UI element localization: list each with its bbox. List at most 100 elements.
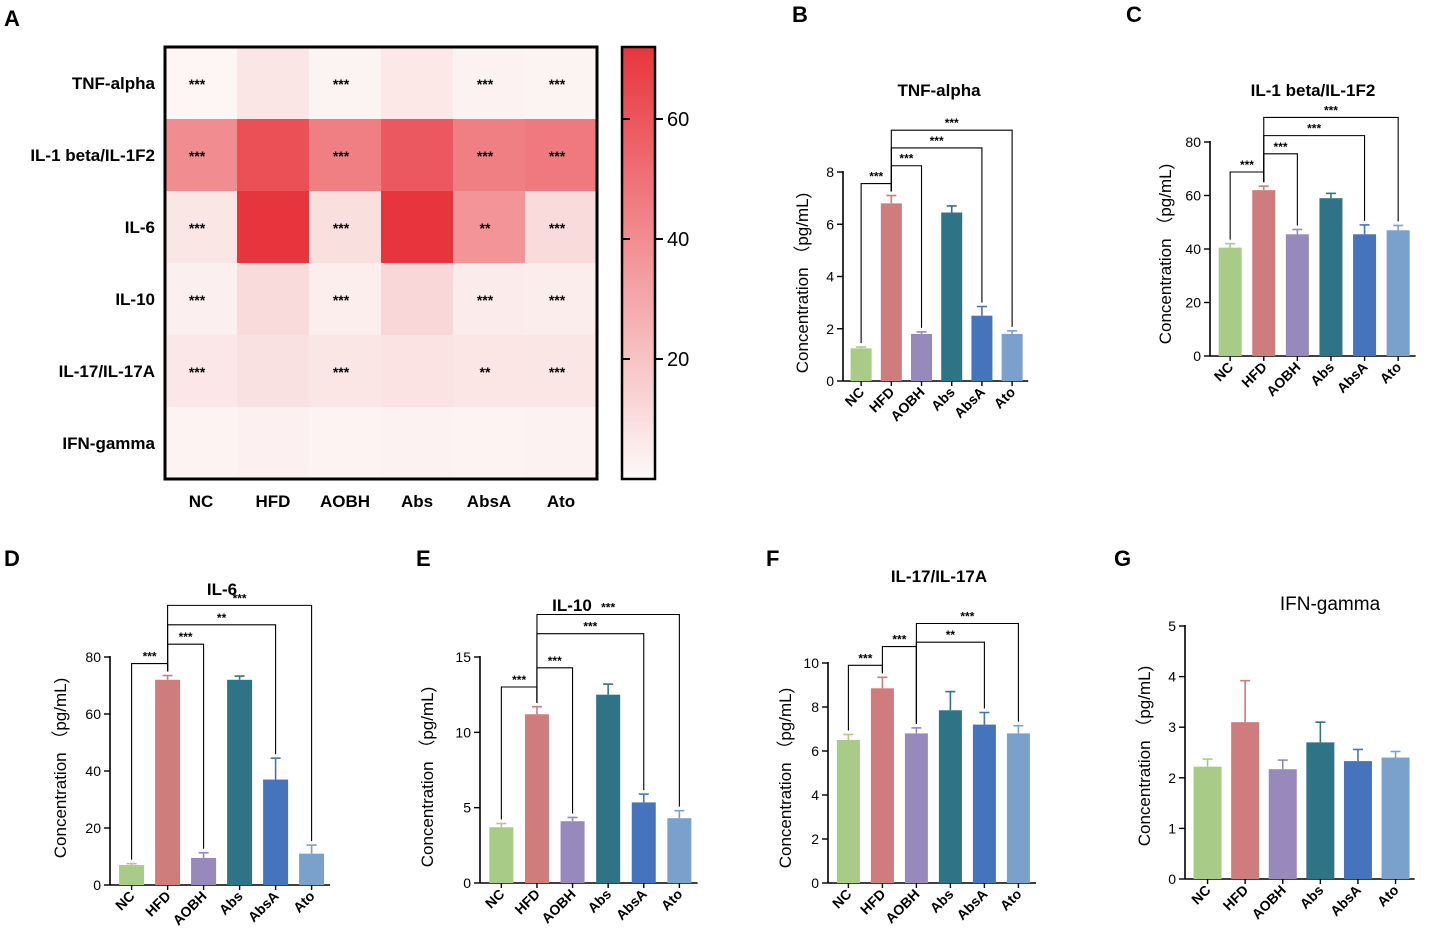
- significance-label: ***: [477, 148, 494, 164]
- significance-bracket: [1263, 116, 1399, 222]
- y-tick-label: 6: [811, 743, 819, 759]
- heatmap-cell-il-6-nc: [165, 191, 238, 264]
- heatmap-cell-il-17-il-17a-absa: [453, 335, 526, 408]
- bar-ato: [1006, 733, 1030, 883]
- significance-label: ***: [333, 292, 350, 308]
- heatmap-cell-il-10-absa: [453, 263, 526, 336]
- chart-title: IL-6: [207, 580, 237, 599]
- bar-hfd: [1252, 190, 1276, 356]
- y-tick-label: 0: [1168, 871, 1176, 887]
- y-axis-label: Concentration （pg/mL): [1135, 666, 1154, 846]
- y-tick-label: 4: [826, 269, 834, 285]
- heatmap-cell-il-6-absa: [453, 191, 526, 264]
- row-label-tnf-alpha: TNF-alpha: [72, 74, 156, 93]
- category-label-aobh: AOBH: [1263, 359, 1303, 399]
- heatmap-cell-il-10-ato: [525, 263, 598, 336]
- significance-bracket: [890, 129, 1013, 327]
- significance-label: ***: [930, 134, 944, 148]
- heatmap-cell-il-1-beta-il-1f2-ato: [525, 119, 598, 192]
- bar-aobh: [911, 333, 933, 381]
- category-label-absa: AbsA: [953, 886, 990, 923]
- heatmap-cell-il-10-aobh: [309, 263, 382, 336]
- significance-label: ***: [601, 600, 615, 614]
- column-label-nc: NC: [189, 492, 214, 511]
- colorbar-tick-label: 40: [667, 229, 689, 251]
- category-label-nc: NC: [829, 886, 855, 912]
- category-label-ato: Ato: [990, 384, 1018, 412]
- heatmap-cell-tnf-alpha-ato: [525, 47, 598, 120]
- row-label-il-10: IL-10: [115, 290, 155, 309]
- significance-bracket: [536, 613, 680, 807]
- category-label-absa: AbsA: [1334, 359, 1371, 396]
- y-tick-label: 40: [1185, 241, 1201, 257]
- heatmap-cell-tnf-alpha-aobh: [309, 47, 382, 120]
- heatmap-cell-il-1-beta-il-1f2-absa: [453, 119, 526, 192]
- y-tick-label: 4: [811, 787, 819, 803]
- category-label-absa: AbsA: [613, 886, 650, 923]
- row-label-ifn-gamma: IFN-gamma: [62, 434, 155, 453]
- heatmap-cell-ifn-gamma-nc: [165, 407, 238, 480]
- significance-label: ***: [1240, 158, 1254, 172]
- category-label-nc: NC: [842, 384, 868, 410]
- heatmap-cell-ifn-gamma-abs: [381, 407, 454, 480]
- significance-label: ***: [1324, 103, 1338, 117]
- heatmap-cell-il-10-hfd: [237, 263, 310, 336]
- heatmap-cell-il-17-il-17a-hfd: [237, 335, 310, 408]
- column-label-absa: AbsA: [467, 492, 511, 511]
- significance-label: ***: [333, 220, 350, 236]
- colorbar-tick-label: 20: [667, 349, 689, 371]
- y-tick-label: 4: [1168, 669, 1176, 685]
- heatmap-frame: [163, 45, 599, 481]
- panel-label: A: [4, 6, 20, 31]
- significance-label: ***: [333, 364, 350, 380]
- significance-bracket: [167, 604, 313, 842]
- y-tick-label: 5: [1168, 618, 1176, 634]
- heatmap-cell-il-17-il-17a-ato: [525, 335, 598, 408]
- bar-nc: [850, 348, 872, 381]
- colorbar-tick-label: 60: [667, 109, 689, 131]
- panel-a-heatmap: A*** *** *** ****** *** *** ****** *** ** ****** *…: [4, 6, 689, 511]
- heatmap-cell-il-1-beta-il-1f2-hfd: [237, 119, 310, 192]
- panel-label: B: [792, 2, 808, 27]
- bar-hfd: [1231, 722, 1260, 879]
- chart-title: TNF-alpha: [897, 81, 981, 100]
- panel-f-il17-bar-chart: F IL-17/IL-17A 0 2 4 6 8 10 Concentration （pg/mL…: [766, 546, 1036, 926]
- category-label-abs: Abs: [216, 888, 246, 918]
- significance-label: ***: [333, 76, 350, 92]
- significance-label: ***: [189, 76, 206, 92]
- significance-label: ***: [549, 292, 566, 308]
- bar-aobh: [904, 733, 928, 883]
- bar-nc: [1218, 247, 1242, 356]
- heatmap-cell-il-1-beta-il-1f2-nc: [165, 119, 238, 192]
- significance-label: ***: [1274, 140, 1288, 154]
- column-label-abs: Abs: [401, 492, 433, 511]
- y-tick-label: 80: [1185, 134, 1201, 150]
- significance-label: ***: [945, 116, 959, 130]
- heatmap-cell-il-17-il-17a-aobh: [309, 335, 382, 408]
- column-label-hfd: HFD: [256, 492, 291, 511]
- heatmap-cell-tnf-alpha-abs: [381, 47, 454, 120]
- category-label-aobh: AOBH: [887, 384, 927, 424]
- panel-label: G: [1114, 546, 1131, 571]
- significance-label: ***: [899, 152, 913, 166]
- heatmap-cell-il-1-beta-il-1f2-aobh: [309, 119, 382, 192]
- bar-absa: [631, 802, 656, 883]
- bar-nc: [489, 827, 514, 883]
- y-tick-label: 3: [1168, 719, 1176, 735]
- significance-label: ***: [549, 148, 566, 164]
- y-axis-label: Concentration （pg/mL): [793, 193, 812, 373]
- y-tick-label: 15: [455, 649, 471, 665]
- bar-ato: [1386, 230, 1410, 356]
- bar-hfd: [524, 714, 549, 883]
- row-label-il-17-il-17a: IL-17/IL-17A: [59, 362, 155, 381]
- y-tick-label: 8: [811, 699, 819, 715]
- colorbar: [620, 45, 657, 481]
- category-label-absa: AbsA: [951, 384, 988, 421]
- bar-nc: [1193, 766, 1222, 879]
- bar-absa: [1353, 234, 1377, 356]
- row-label-il-1-beta-il-1f2: IL-1 beta/IL-1F2: [30, 146, 155, 165]
- significance-label: **: [480, 364, 491, 380]
- bar-aobh: [560, 821, 585, 883]
- heatmap-cell-ifn-gamma-ato: [525, 407, 598, 480]
